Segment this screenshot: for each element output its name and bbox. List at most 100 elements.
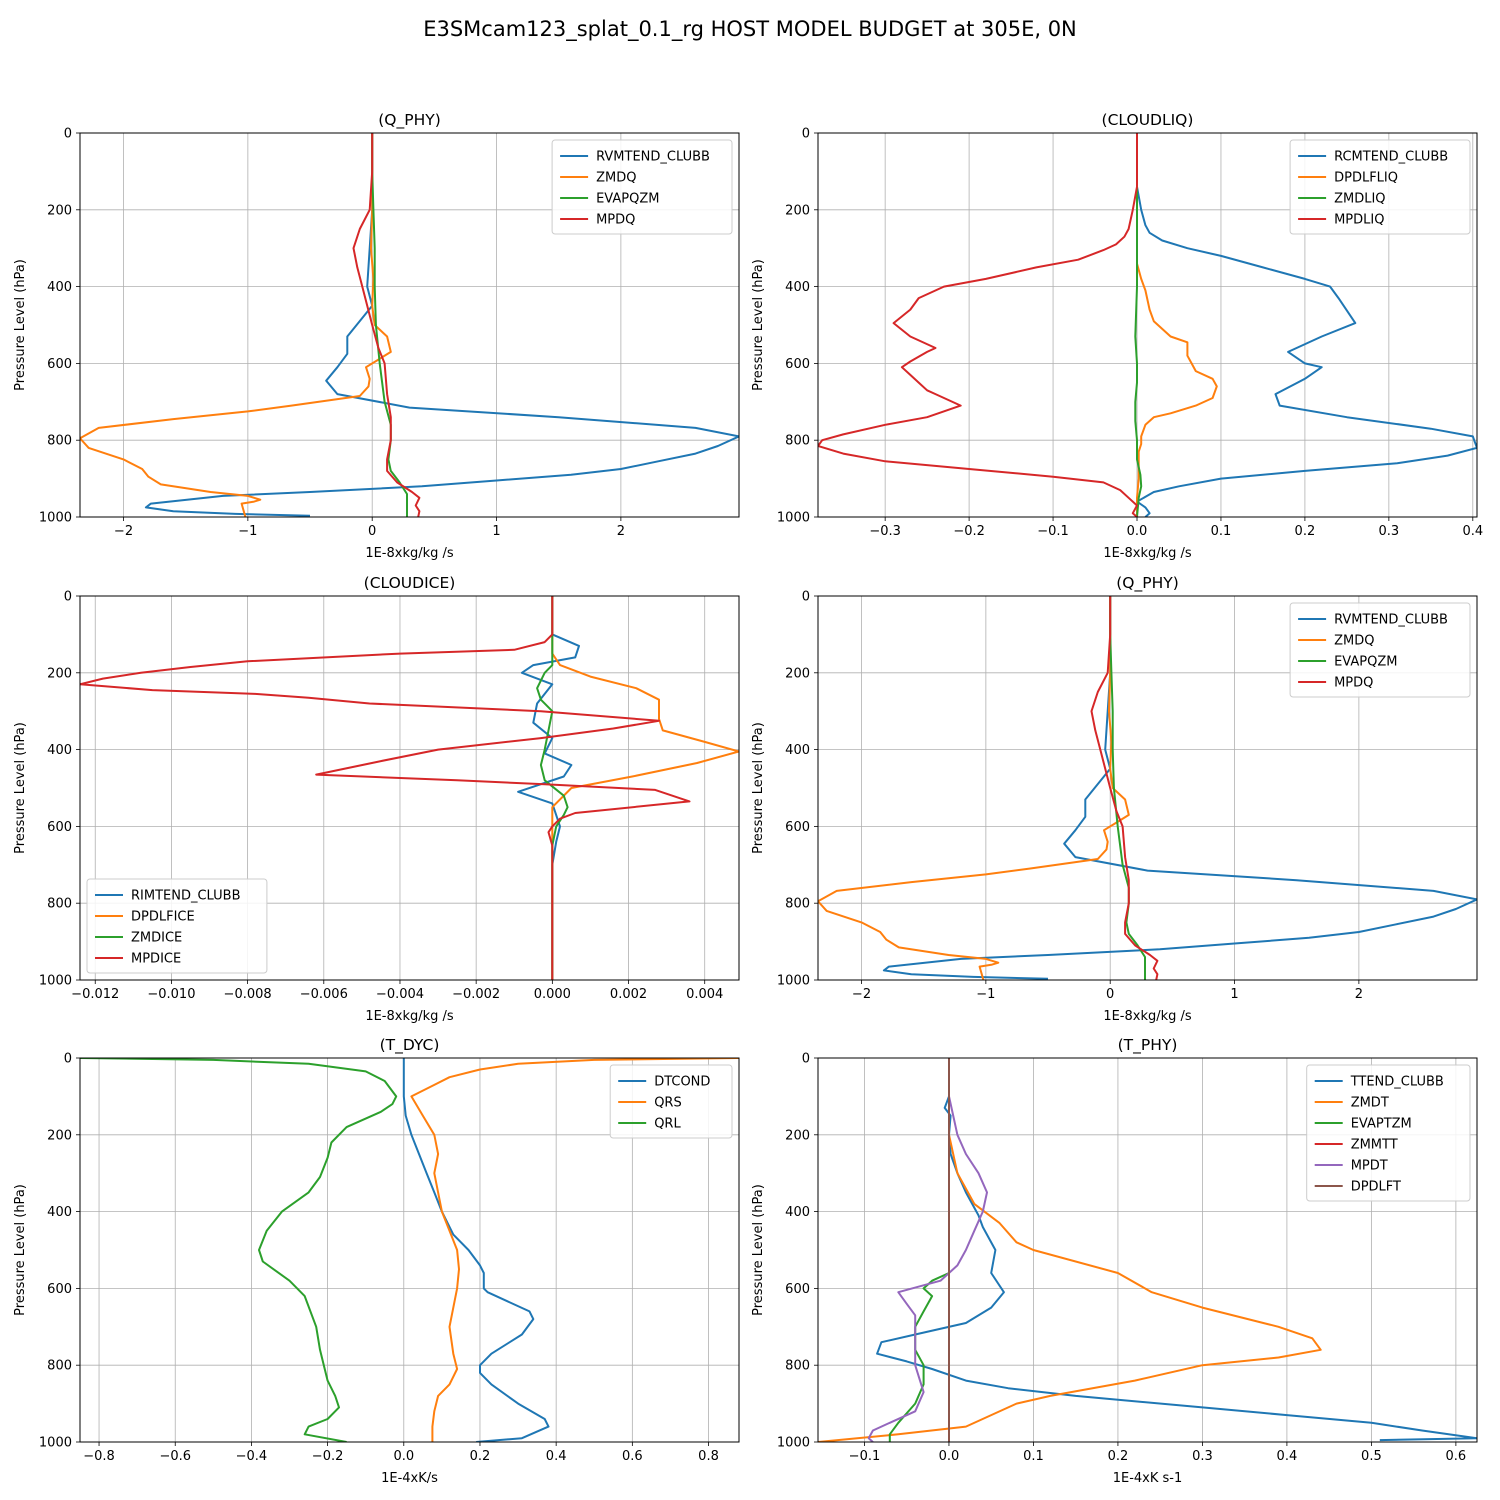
- y-tick-label: 0: [802, 127, 810, 142]
- y-tick-label: 400: [47, 1205, 72, 1220]
- y-tick-label: 400: [47, 743, 72, 758]
- y-tick-label: 1000: [39, 974, 72, 989]
- y-tick-label: 800: [785, 434, 810, 449]
- series-line-mpdq: [1090, 596, 1159, 980]
- legend-label: MPDQ: [596, 213, 635, 228]
- series-line-dpdlfice: [551, 596, 739, 980]
- series-line-rvmtend-clubb: [882, 596, 1477, 980]
- y-tick-label: 1000: [39, 511, 72, 526]
- series-line-zmdt: [818, 1058, 1322, 1442]
- axes-frame: [79, 132, 740, 518]
- subplot-title: (Q_PHY): [378, 111, 441, 130]
- legend-label: QRL: [654, 1117, 681, 1132]
- legend-label: DPDLFICE: [131, 910, 195, 925]
- legend-label: RIMTEND_CLUBB: [131, 889, 241, 904]
- series-line-zmdq: [80, 133, 392, 517]
- x-tick-label: 0: [1106, 987, 1114, 1002]
- x-tick-label: −0.1: [1037, 524, 1069, 539]
- y-tick-label: 400: [47, 280, 72, 295]
- y-tick-label: 400: [785, 280, 810, 295]
- axes-frame: [79, 595, 740, 981]
- x-tick-label: −0.006: [300, 987, 348, 1002]
- subplot-2: −0.3 −0.2 −0.1 0.0 0.1 0.2 0.3 0.4 0 200 400 600 800…: [751, 111, 1483, 561]
- y-axis-label: Pressure Level (hPa): [13, 1184, 28, 1316]
- series-line-zmdq: [818, 596, 1130, 980]
- x-axis-label: 1E-8xkg/kg /s: [1103, 1009, 1192, 1024]
- series-line-mpdt: [867, 1058, 988, 1442]
- x-tick-label: −0.2: [312, 1449, 344, 1464]
- series-line-rvmtend-clubb: [144, 133, 739, 517]
- x-tick-label: −0.1: [849, 1449, 881, 1464]
- x-tick-label: −1: [976, 987, 995, 1002]
- series-line-rcmtend-clubb: [1136, 133, 1477, 517]
- y-tick-label: 600: [785, 1282, 810, 1297]
- legend-label: ZMMTT: [1351, 1138, 1398, 1153]
- x-axis-label: 1E-8xkg/kg /s: [365, 546, 454, 561]
- x-tick-label: 0.3: [1192, 1449, 1213, 1464]
- series-line-mpdice: [80, 596, 691, 980]
- y-tick-label: 200: [47, 203, 72, 218]
- y-tick-label: 600: [47, 1282, 72, 1297]
- y-tick-label: 600: [785, 820, 810, 835]
- y-tick-label: 0: [64, 1052, 72, 1067]
- y-tick-label: 200: [47, 1128, 72, 1143]
- x-axis-label: 1E-4xK s-1: [1113, 1471, 1183, 1486]
- x-tick-label: −0.3: [869, 524, 901, 539]
- x-tick-label: 0.000: [534, 987, 571, 1002]
- x-tick-label: −0.6: [159, 1449, 191, 1464]
- legend: TTEND_CLUBB ZMDT EVAPTZM ZMMTT MPDT DPDLFT: [1306, 1064, 1471, 1202]
- legend-label: EVAPQZM: [1334, 655, 1397, 670]
- axes-frame: [817, 1057, 1478, 1443]
- y-axis-label: Pressure Level (hPa): [751, 1184, 766, 1316]
- y-tick-label: 600: [47, 820, 72, 835]
- legend-label: ZMDICE: [131, 931, 182, 946]
- subplot-6: −0.1 0.0 0.1 0.2 0.3 0.4 0.5 0.6 0 200 400 600 800 10…: [751, 1036, 1478, 1486]
- x-tick-label: 0.6: [622, 1449, 643, 1464]
- legend: RVMTEND_CLUBB ZMDQ EVAPQZM MPDQ: [551, 139, 733, 235]
- legend-label: QRS: [654, 1096, 682, 1111]
- y-tick-label: 600: [785, 357, 810, 372]
- y-tick-label: 200: [785, 1128, 810, 1143]
- legend: DTCOND QRS QRL: [609, 1064, 733, 1139]
- legend-label: EVAPQZM: [596, 192, 659, 207]
- legend-label: EVAPTZM: [1351, 1117, 1412, 1132]
- y-tick-label: 1000: [777, 974, 810, 989]
- y-tick-label: 800: [47, 434, 72, 449]
- legend-box: [1289, 139, 1471, 235]
- y-tick-label: 0: [64, 127, 72, 142]
- y-tick-label: 400: [785, 1205, 810, 1220]
- x-tick-label: 0.0: [1127, 524, 1148, 539]
- subplot-title: (T_PHY): [1118, 1036, 1178, 1055]
- x-tick-label: 0.4: [1462, 524, 1483, 539]
- x-tick-label: 0.6: [1446, 1449, 1467, 1464]
- legend-box: [609, 1064, 733, 1139]
- legend-label: RVMTEND_CLUBB: [596, 150, 710, 165]
- x-axis-label: 1E-8xkg/kg /s: [1103, 546, 1192, 561]
- figure-suptitle: E3SMcam123_splat_0.1_rg HOST MODEL BUDGE…: [423, 17, 1077, 42]
- subplot-4: −2 −1 0 1 2 0 200 400 600 800 1000 (Q_PHY) 1E-8xkg/k…: [751, 574, 1478, 1024]
- x-tick-label: 2: [617, 524, 625, 539]
- x-tick-label: 0.1: [1023, 1449, 1044, 1464]
- legend: RIMTEND_CLUBB DPDLFICE ZMDICE MPDICE: [86, 878, 268, 974]
- y-tick-label: 800: [47, 1359, 72, 1374]
- axes-frame: [817, 132, 1478, 518]
- subplot-title: (Q_PHY): [1116, 574, 1179, 593]
- x-tick-label: −0.008: [224, 987, 272, 1002]
- subplot-title: (CLOUDLIQ): [1102, 111, 1194, 129]
- series-line-evapqzm: [371, 133, 408, 517]
- y-tick-label: 0: [802, 590, 810, 605]
- series-line-zmdliq: [1134, 133, 1143, 517]
- subplot-title: (CLOUDICE): [364, 574, 456, 592]
- legend-box: [1306, 1064, 1471, 1202]
- x-tick-label: 0.5: [1361, 1449, 1382, 1464]
- y-tick-label: 200: [47, 666, 72, 681]
- series-line-dtcond: [402, 1058, 550, 1442]
- legend-label: DTCOND: [654, 1075, 710, 1090]
- legend-label: TTEND_CLUBB: [1350, 1075, 1444, 1090]
- legend-label: MPDICE: [131, 952, 181, 967]
- legend-box: [1289, 602, 1471, 698]
- legend-label: ZMDT: [1351, 1096, 1389, 1111]
- x-tick-label: 0.2: [470, 1449, 491, 1464]
- y-tick-label: 200: [785, 203, 810, 218]
